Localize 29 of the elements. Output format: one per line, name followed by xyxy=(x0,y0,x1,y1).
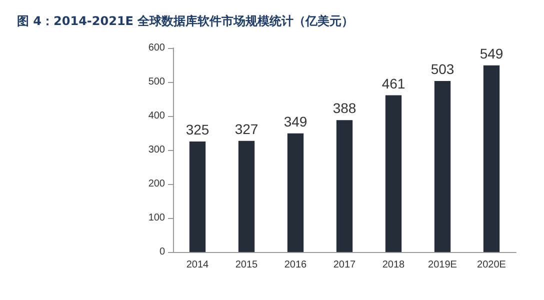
y-tick-label: 0 xyxy=(159,246,166,258)
bar xyxy=(287,133,304,252)
data-label: 349 xyxy=(284,113,308,130)
x-tick-label: 2020E xyxy=(477,260,506,270)
y-tick-label: 300 xyxy=(148,144,166,156)
y-tick-label: 400 xyxy=(148,110,166,122)
bar xyxy=(189,142,206,252)
y-tick-label: 200 xyxy=(148,178,166,190)
data-label: 327 xyxy=(234,120,258,137)
data-label: 325 xyxy=(186,122,210,138)
bar xyxy=(483,65,500,252)
data-label: 549 xyxy=(480,45,504,62)
data-label: 503 xyxy=(430,60,454,77)
x-tick-label: 2014 xyxy=(186,260,210,270)
bar xyxy=(336,120,353,252)
bar xyxy=(385,95,402,252)
bar xyxy=(238,140,255,252)
data-label: 388 xyxy=(332,100,356,116)
x-tick-label: 2017 xyxy=(333,260,356,270)
y-tick-label: 600 xyxy=(148,42,166,54)
chart-title: 图 4：2014-2021E 全球数据库软件市场规模统计（亿美元） xyxy=(17,14,354,28)
x-tick-label: 2015 xyxy=(235,260,258,270)
bar xyxy=(434,80,451,252)
data-label: 461 xyxy=(382,75,406,92)
y-tick-label: 100 xyxy=(148,212,166,224)
y-tick-label: 500 xyxy=(148,76,166,88)
x-tick-label: 2016 xyxy=(284,260,308,270)
x-tick-label: 2019E xyxy=(428,260,458,270)
x-tick-label: 2018 xyxy=(382,260,406,270)
